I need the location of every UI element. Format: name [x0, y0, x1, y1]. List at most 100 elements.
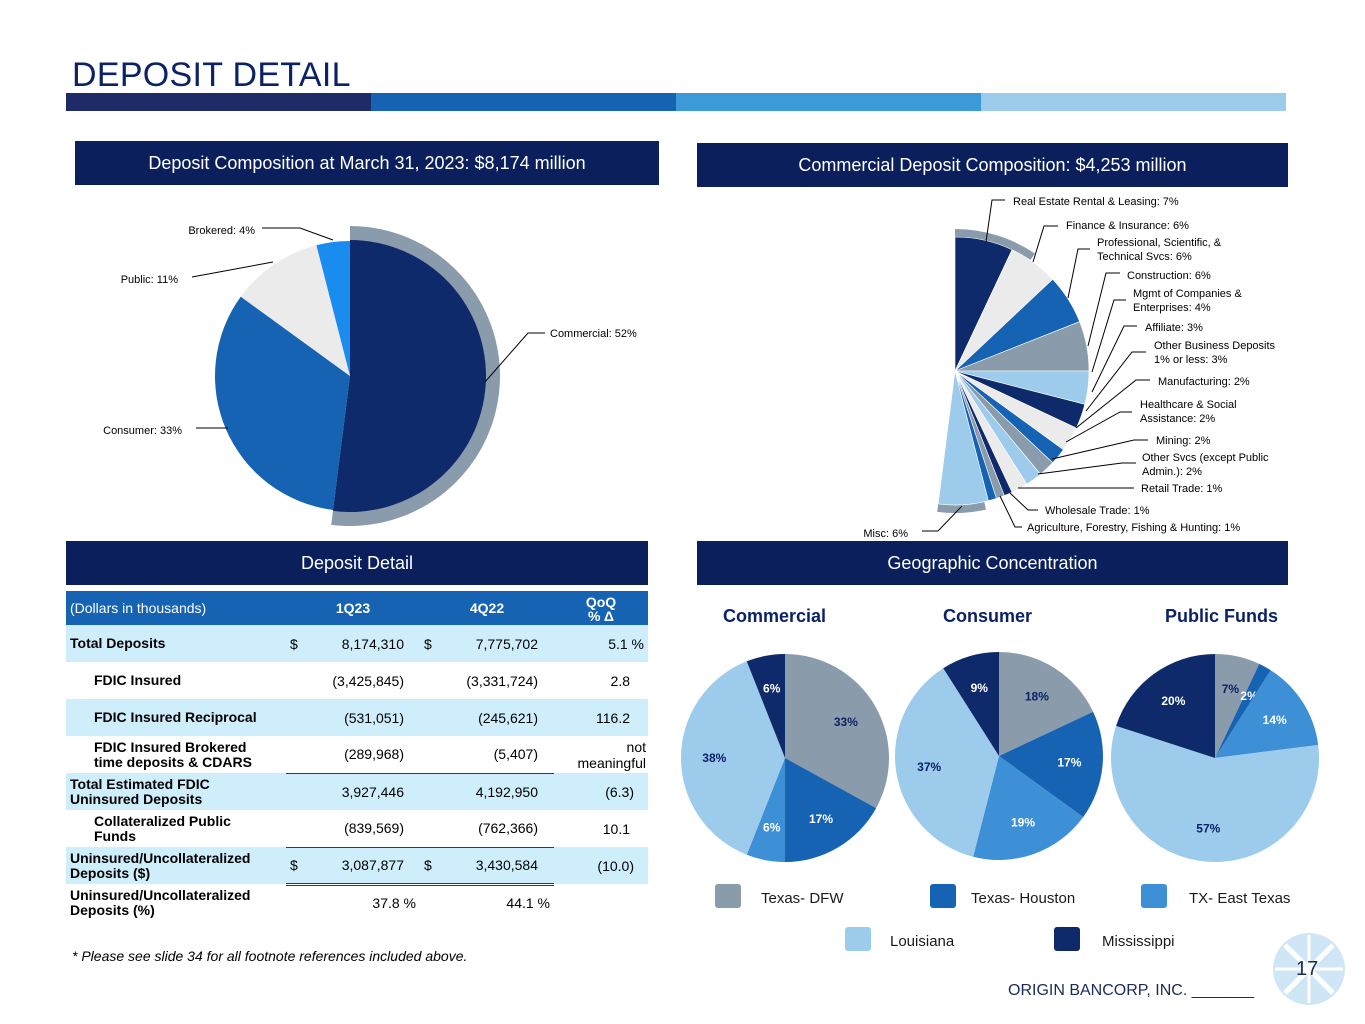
commercial-comp-label-9: Mining: 2%	[1156, 435, 1211, 447]
geo-consumer-slice-1	[999, 711, 1103, 818]
label-line: Other Svcs (except Public	[1142, 452, 1269, 464]
table-row: Collateralized Public Funds (839,569) (762,…	[66, 810, 648, 848]
commercial-comp-label-2: Professional, Scientific, & Technical Svc…	[1097, 237, 1222, 263]
geo-consumer-slice-label-2: 19%	[1011, 816, 1035, 830]
geo-commercial-slice-label-4: 6%	[763, 682, 781, 696]
label-line: Other Business Deposits	[1154, 340, 1276, 352]
deposit-slice-2	[240, 245, 350, 376]
geographic-header: Geographic Concentration	[697, 541, 1288, 585]
row-label-line1: Total Estimated FDIC	[70, 775, 210, 792]
cell-pct: 116.2	[596, 709, 630, 726]
brand-footer: ORIGIN BANCORP, INC. _______	[1008, 982, 1255, 999]
geo-title-public-funds: Public Funds	[1165, 606, 1279, 626]
cell-v1: (531,051)	[344, 709, 404, 726]
row-label-line2: time deposits & CDARS	[94, 753, 252, 770]
commercial-comp-label-12: Wholesale Trade: 1%	[1045, 505, 1150, 517]
label-line: Admin.): 2%	[1142, 466, 1202, 478]
col-qoq-line2: % Δ	[588, 608, 614, 624]
geo-commercial-slice-label-0: 33%	[834, 715, 858, 729]
deposit-slice-1	[214, 296, 350, 510]
col-4q22: 4Q22	[469, 600, 505, 616]
cell-v2: (5,407)	[446, 736, 554, 774]
commercial-comp-slice-14	[937, 370, 989, 506]
cell-d1	[286, 662, 312, 699]
cell-pct: (10.0)	[597, 857, 634, 874]
col-1q23: 1Q23	[335, 600, 371, 616]
leader-public	[191, 261, 274, 278]
geo-commercial-slice-label-2: 6%	[763, 821, 781, 835]
cell-d1: $	[286, 847, 312, 886]
col-qoq: QoQ % Δ	[554, 591, 648, 625]
cell-pct	[554, 884, 648, 921]
cell-v2: (762,366)	[446, 810, 554, 848]
label-line: Enterprises: 4%	[1133, 302, 1211, 314]
row-label-line1: Uninsured/Uncollateralized	[70, 849, 251, 866]
commercial-comp-label-10: Other Svcs (except Public Admin.): 2%	[1142, 452, 1269, 478]
cell-v2: 7,775,702	[475, 635, 538, 652]
deposit-composition-header: Deposit Composition at March 31, 2023: $…	[75, 141, 659, 185]
row-label-line2: Deposits (%)	[70, 901, 155, 918]
legend-mississippi: Mississippi	[1102, 933, 1175, 950]
label-line: Professional, Scientific, &	[1097, 237, 1222, 249]
geo-consumer-slice-label-4: 9%	[971, 681, 989, 695]
cell-d1	[286, 773, 312, 810]
commercial-composition-header: Commercial Deposit Composition: $4,253 m…	[697, 143, 1288, 187]
table-row: Total Deposits $8,174,310 $7,775,702 5.1 %	[66, 625, 648, 662]
legend-east-texas: TX- East Texas	[1189, 890, 1291, 907]
deposit-slice-0	[332, 240, 486, 513]
row-label: Total Estimated FDIC Uninsured Deposits	[66, 773, 286, 810]
label-public: Public: 11%	[121, 274, 178, 286]
cell-v2: 44.1 %	[506, 895, 550, 912]
label-consumer: Consumer: 33%	[103, 425, 182, 437]
table-row: FDIC Insured Brokered time deposits & CDA…	[66, 736, 648, 774]
cell-pct: 10.1	[602, 820, 630, 837]
legend-swatch-louisiana	[845, 927, 871, 951]
geo-consumer-slice-label-0: 18%	[1025, 689, 1049, 703]
cell-d2	[420, 699, 446, 736]
label-line: Technical Svcs: 6%	[1097, 251, 1192, 263]
geo-consumer-slice-label-3: 37%	[917, 760, 941, 774]
geo-public-slice-4	[1116, 654, 1215, 758]
geo-consumer-slice-3	[895, 668, 999, 857]
cell-v2: (245,621)	[478, 709, 538, 726]
geo-consumer-slice-2	[973, 756, 1084, 860]
table-header-row: (Dollars in thousands) 1Q23 4Q22 QoQ % Δ	[66, 591, 648, 625]
cell-pct: 5.1 %	[608, 635, 644, 652]
commercial-comp-label-3: Construction: 6%	[1127, 270, 1211, 282]
cell-v2: 3,430,584	[446, 847, 554, 886]
geo-public-slice-label-3: 57%	[1196, 821, 1220, 835]
cell-v1: (3,425,845)	[332, 672, 404, 689]
commercial-comp-label-1: Finance & Insurance: 6%	[1066, 220, 1189, 232]
label-line: Assistance: 2%	[1140, 413, 1215, 425]
legend-louisiana: Louisiana	[890, 933, 955, 950]
row-label-line2: Uninsured Deposits	[70, 790, 203, 807]
footnote: * Please see slide 34 for all footnote r…	[72, 948, 468, 964]
row-label-line1: Uninsured/Uncollateralized	[70, 886, 251, 903]
geo-commercial-slice-3	[680, 661, 785, 855]
cell-d2	[420, 662, 446, 699]
geo-public-slice-label-4: 20%	[1161, 694, 1185, 708]
commercial-comp-label-7: Manufacturing: 2%	[1158, 376, 1250, 388]
leader-commercial	[484, 332, 545, 383]
row-label: FDIC Insured	[66, 662, 286, 699]
row-label: Collateralized Public Funds	[66, 810, 286, 847]
geo-public-slice-2	[1215, 670, 1319, 758]
cell-pct: (6.3)	[605, 783, 634, 800]
legend-swatch-mississippi	[1054, 927, 1080, 951]
legend-dfw: Texas- DFW	[761, 890, 844, 907]
table-row: Uninsured/Uncollateralized Deposits ($) $3…	[66, 847, 648, 886]
col-qoq-line1: QoQ	[585, 594, 617, 610]
cell-v1: (839,569)	[312, 810, 420, 848]
label-brokered: Brokered: 4%	[188, 225, 255, 237]
title-band-light	[981, 93, 1286, 111]
legend-swatch-east-texas	[1141, 884, 1167, 908]
cell-d1	[286, 736, 312, 774]
deposit-detail-header: Deposit Detail	[66, 541, 648, 585]
row-label: Uninsured/Uncollateralized Deposits (%)	[66, 884, 286, 921]
table-row: FDIC Insured Reciprocal (531,051) (245,621…	[66, 699, 648, 736]
row-label-line2: Funds	[94, 827, 136, 844]
commercial-comp-label-4: Mgmt of Companies & Enterprises: 4%	[1133, 288, 1242, 314]
commercial-comp-label-6: Other Business Deposits 1% or less: 3%	[1154, 340, 1276, 366]
cell-d1	[286, 699, 312, 736]
deposit-detail-table: (Dollars in thousands) 1Q23 4Q22 QoQ % Δ…	[66, 591, 648, 921]
